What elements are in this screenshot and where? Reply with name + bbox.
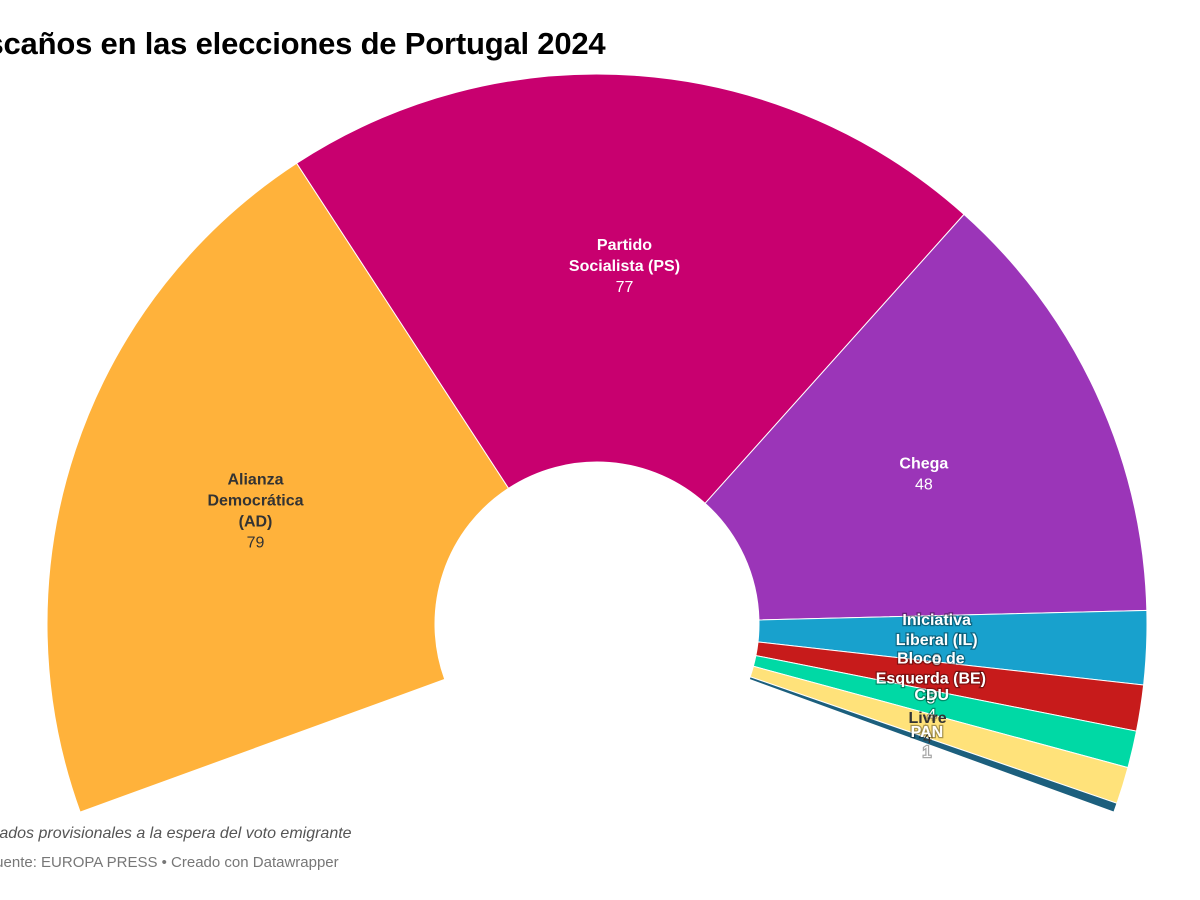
- slice-name-alianza-democratica-ad: (AD): [239, 514, 273, 531]
- slice-value-partido-socialista-ps: 77: [616, 279, 634, 296]
- slice-pan: [748, 676, 1118, 813]
- slice-name-alianza-democratica-ad: Alianza: [227, 472, 283, 489]
- slice-alianza-democratica-ad: [46, 162, 510, 813]
- slice-value-bloco-de-esquerda-be: 5: [926, 691, 935, 708]
- chart-slices: [46, 73, 1148, 813]
- chart-note: Resultados provisionales a la espera del…: [0, 825, 352, 842]
- label-cdu: CDU 4: [913, 686, 950, 726]
- slice-value-iniciativa-liberal-il: 8: [932, 652, 941, 669]
- slice-partido-socialista-ps: [295, 73, 965, 505]
- slice-name-cdu: CDU: [914, 687, 949, 704]
- slice-name-iniciativa-liberal-il: Iniciativa: [902, 612, 971, 629]
- label-chega: Chega 48: [899, 456, 948, 494]
- label-bloco-de-esquerda-be: Bloco de Esquerda (BE) 5: [875, 649, 988, 709]
- slice-value-livre: 4: [923, 730, 932, 747]
- slice-name-livre: Livre: [908, 710, 946, 727]
- slice-name-chega: Chega: [899, 456, 948, 473]
- chart-title: Escaños en las elecciones de Portugal 20…: [0, 26, 606, 61]
- slice-name-bloco-de-esquerda-be: Esquerda (BE): [876, 671, 986, 688]
- slice-value-pan: 1: [922, 744, 931, 761]
- chart-labels: Alianza Democrática (AD) 79 Partido Socialist…: [207, 237, 988, 763]
- slice-name-alianza-democratica-ad: Democrática: [207, 493, 303, 510]
- chart-footer: Fuente: EUROPA PRESS • Creado con Datawr…: [0, 854, 339, 871]
- slice-value-cdu: 4: [927, 707, 936, 724]
- slice-name-partido-socialista-ps: Partido: [597, 237, 652, 254]
- label-partido-socialista-ps: Partido Socialista (PS) 77: [569, 237, 680, 296]
- label-alianza-democratica-ad: Alianza Democrática (AD) 79: [207, 472, 303, 552]
- slice-name-bloco-de-esquerda-be: Bloco de: [897, 651, 965, 668]
- label-pan: PAN 1: [909, 723, 944, 763]
- slice-value-alianza-democratica-ad: 79: [247, 535, 265, 552]
- slice-name-pan: PAN: [911, 724, 944, 741]
- slice-name-partido-socialista-ps: Socialista (PS): [569, 258, 680, 275]
- slice-name-iniciativa-liberal-il: Liberal (IL): [896, 632, 978, 649]
- slice-chega: [704, 213, 1148, 621]
- slice-value-chega: 48: [915, 477, 933, 494]
- label-iniciativa-liberal-il: Iniciativa Liberal (IL) 8: [895, 611, 979, 671]
